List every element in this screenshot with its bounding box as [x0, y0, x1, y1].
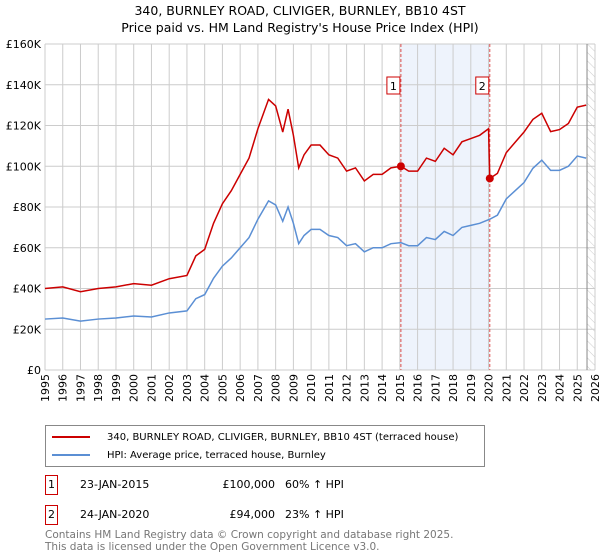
- sale-point: [396, 162, 405, 171]
- x-tick-label: 2001: [145, 374, 158, 402]
- x-tick-label: 1997: [74, 374, 87, 402]
- x-tick-label: 2002: [163, 374, 176, 402]
- x-tick-label: 1996: [57, 374, 70, 402]
- x-tick-label: 2011: [323, 374, 336, 402]
- x-tick-label: 2005: [216, 374, 229, 402]
- sale-point: [485, 174, 494, 183]
- legend-swatch: [52, 454, 90, 456]
- sale-hpi: 23% ↑ HPI: [285, 508, 344, 521]
- sale-badge: 2: [45, 505, 58, 525]
- x-tick-label: 2023: [536, 374, 549, 402]
- hpi-line: [44, 155, 587, 322]
- x-tick-label: 2000: [128, 374, 141, 402]
- sale-date: 24-JAN-2020: [80, 508, 150, 521]
- x-tick-label: 2006: [234, 374, 247, 402]
- y-tick-label: £40K: [13, 283, 42, 296]
- x-tick-label: 1995: [39, 374, 52, 402]
- x-tick-label: 2012: [341, 374, 354, 402]
- footer-line: Contains HM Land Registry data © Crown c…: [45, 529, 454, 541]
- legend-item-hpi: HPI: Average price, terraced house, Burn…: [52, 447, 326, 463]
- x-tick-label: 2004: [199, 374, 212, 402]
- y-tick-label: £140K: [6, 79, 42, 92]
- price-chart: 1995 1996 1997 1998 1999 2000 2001 2002 2003 2004…: [6, 38, 600, 402]
- x-tick-label: 2003: [181, 374, 194, 402]
- legend: 340, BURNLEY ROAD, CLIVIGER, BURNLEY, BB…: [45, 425, 485, 467]
- x-tick-label: 2022: [518, 374, 531, 402]
- x-tick-label: 2015: [394, 374, 407, 402]
- x-tick-label: 1999: [110, 374, 123, 402]
- y-tick-label: £20K: [13, 323, 42, 336]
- sale-label: 1: [390, 80, 397, 93]
- x-tick-label: 2019: [465, 374, 478, 402]
- x-tick-label: 2024: [554, 374, 567, 402]
- sale-date: 23-JAN-2015: [80, 478, 150, 491]
- sale-badge: 1: [45, 475, 58, 495]
- legend-label: HPI: Average price, terraced house, Burn…: [107, 449, 326, 461]
- legend-item-property: 340, BURNLEY ROAD, CLIVIGER, BURNLEY, BB…: [52, 429, 458, 445]
- x-tick-label: 2008: [270, 374, 283, 402]
- footer-line: This data is licensed under the Open Gov…: [45, 541, 380, 553]
- property-price-line: [44, 98, 587, 293]
- x-tick-label: 2016: [412, 374, 425, 402]
- y-tick-label: £120K: [6, 120, 42, 133]
- x-tick-label: 2007: [252, 374, 265, 402]
- sale-hpi: 60% ↑ HPI: [285, 478, 344, 491]
- legend-label: 340, BURNLEY ROAD, CLIVIGER, BURNLEY, BB…: [107, 431, 459, 443]
- y-tick-label: £60K: [13, 242, 42, 255]
- sale-label: 2: [479, 80, 486, 93]
- x-tick-label: 2009: [287, 374, 300, 402]
- x-tick-label: 2014: [376, 374, 389, 402]
- footer: Contains HM Land Registry data © Crown c…: [45, 529, 453, 553]
- sale-label-box: [475, 76, 490, 95]
- x-tick-label: 2021: [500, 374, 513, 402]
- y-tick-label: £80K: [13, 201, 42, 214]
- y-tick-label: £0: [27, 364, 41, 377]
- x-tick-label: 2017: [429, 374, 442, 402]
- chart-subtitle: Price paid vs. HM Land Registry's House …: [121, 20, 479, 35]
- sale-price: £94,000: [229, 508, 276, 521]
- x-tick-label: 2013: [358, 374, 371, 402]
- sale-row-2: 2 24-JAN-2020 £94,000 23% ↑ HPI: [45, 505, 445, 525]
- x-tick-label: 2025: [571, 374, 584, 402]
- x-tick-label: 2018: [447, 374, 460, 402]
- x-tick-label: 2026: [589, 374, 600, 402]
- y-tick-label: £160K: [6, 38, 42, 51]
- sale-row-1: 1 23-JAN-2015 £100,000 60% ↑ HPI: [45, 475, 445, 495]
- sale-label-box: [386, 76, 401, 95]
- x-tick-label: 2010: [305, 374, 318, 402]
- legend-swatch: [52, 436, 90, 438]
- y-tick-label: £100K: [6, 160, 42, 173]
- x-tick-label: 2020: [483, 374, 496, 402]
- chart-title: 340, BURNLEY ROAD, CLIVIGER, BURNLEY, BB…: [134, 3, 466, 18]
- x-tick-label: 1998: [92, 374, 105, 402]
- sale-price: £100,000: [222, 478, 276, 491]
